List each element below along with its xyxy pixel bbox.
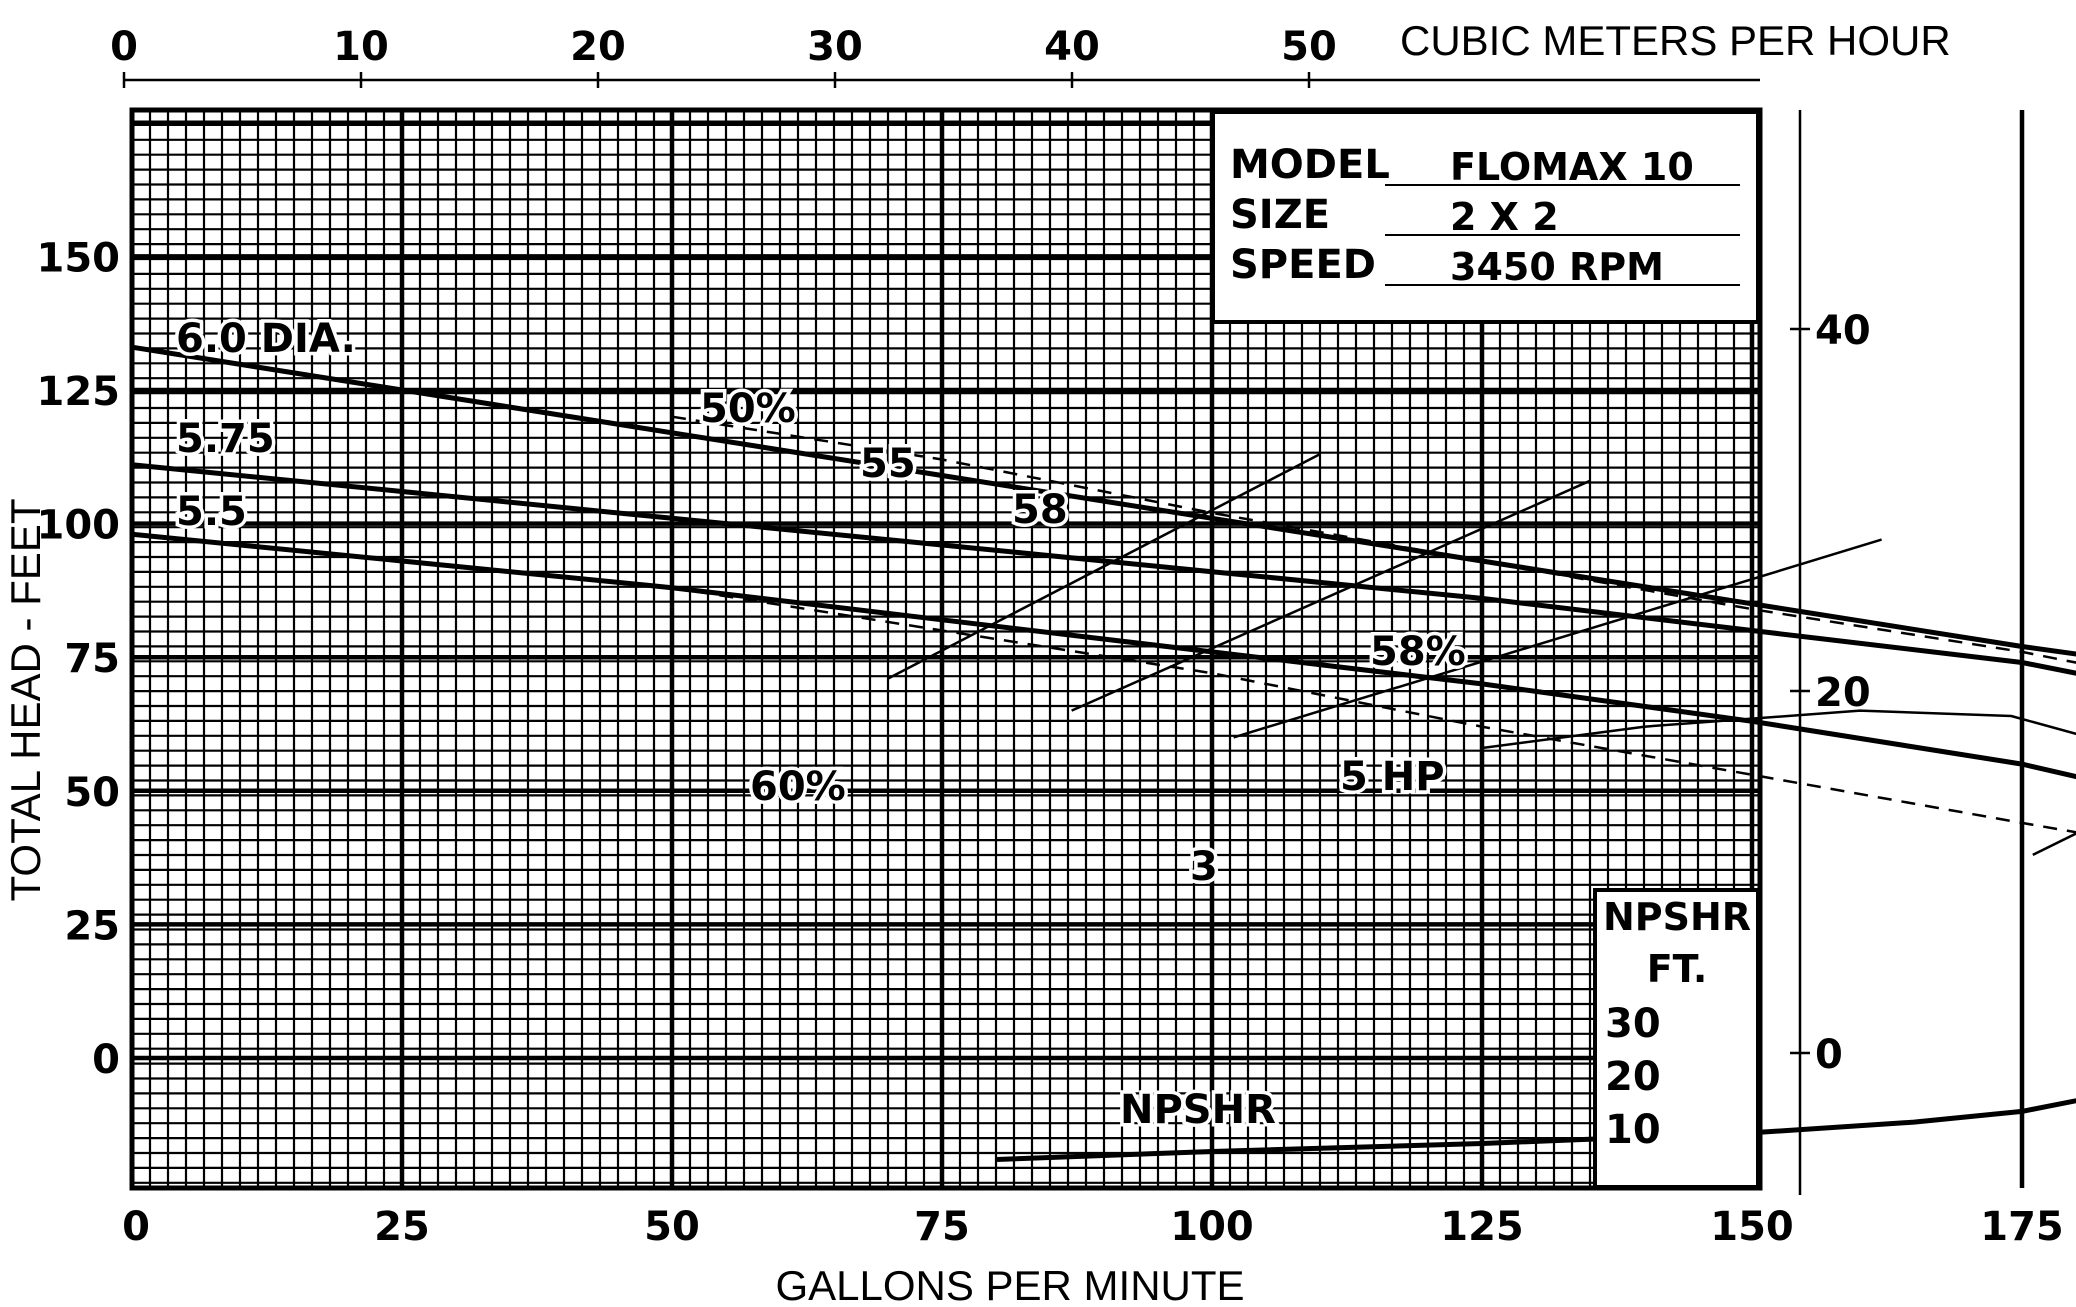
left-axis-tick-label: 50	[64, 770, 120, 816]
top-axis-tick-label: 30	[807, 24, 863, 70]
top-axis-title: CUBIC METERS PER HOUR	[1400, 17, 1951, 64]
series-line	[995, 1098, 2076, 1162]
efficiency-line	[1071, 479, 1591, 712]
plot-frame	[129, 107, 1763, 1191]
right-axis-tick-label: 0	[1815, 1032, 1843, 1078]
left-axis-tick-label: 100	[37, 503, 121, 549]
plot-border	[129, 107, 1763, 1191]
top-axis-tick-label: 20	[570, 24, 626, 70]
top-axis-tick-label: 50	[1281, 24, 1337, 70]
efficiency-line	[887, 452, 1321, 680]
annotation-label: NPSHR	[1120, 1087, 1276, 1133]
grid	[129, 108, 2025, 1188]
bottom-axis-tick-label: 150	[1710, 1204, 1794, 1250]
info-boxes: MODEL FLOMAX 10 SIZE 2 X 2 SPEED 3450 RPM NPSH…	[1211, 110, 1760, 1189]
bottom-axis-tick-label: 75	[914, 1204, 970, 1250]
info-box-key: SPEED	[1230, 242, 1376, 288]
annotation-label: 5.75	[176, 416, 275, 462]
series-line	[131, 462, 2076, 676]
info-box-key: MODEL	[1230, 142, 1390, 188]
left-axis-tick-label: 0	[92, 1037, 120, 1083]
annotation-label: 6.0 DIA.	[176, 316, 356, 362]
left-axis-title: TOTAL HEAD - FEET	[2, 499, 49, 902]
info-box	[1211, 110, 1760, 324]
series	[131, 344, 2076, 1162]
series-line	[131, 344, 2076, 657]
npshr-box	[1593, 888, 1760, 1189]
top-axis-tick-label: 10	[333, 24, 389, 70]
bottom-axis-tick-label: 50	[644, 1204, 700, 1250]
right-axis-tick-label: 40	[1815, 308, 1871, 354]
bottom-axis-tick-label: 125	[1440, 1204, 1524, 1250]
npshr-box-title: NPSHR	[1603, 895, 1751, 939]
npshr-box-tick: 30	[1605, 1001, 1661, 1047]
annotation-label: 50%	[700, 386, 796, 432]
info-box-value: FLOMAX 10	[1450, 145, 1694, 189]
info-box-key: SIZE	[1230, 192, 1330, 238]
left-axis-tick-label: 75	[64, 636, 120, 682]
top-axis-tick-label: 0	[110, 24, 138, 70]
annotation-label: 58	[1012, 487, 1068, 533]
top-axis-tick-label: 40	[1044, 24, 1100, 70]
bottom-axis-title: GALLONS PER MINUTE	[775, 1262, 1244, 1307]
left-axis-tick-label: 125	[37, 369, 121, 415]
annotations: 6.0 DIA. 5.75 5.5 50% 55 58 58% 60% 5 HP 3 NPSHR	[173, 313, 1470, 1137]
series-line	[131, 531, 2076, 780]
left-axis-tick-label: 25	[64, 903, 120, 949]
npshr-box-tick: 10	[1605, 1107, 1661, 1153]
annotation-label: 58%	[1370, 629, 1466, 675]
npshr-box-unit: FT.	[1647, 947, 1708, 991]
series-line	[671, 415, 2076, 664]
bottom-axis-tick-label: 0	[122, 1204, 150, 1250]
annotation-label: 5 HP	[1340, 754, 1445, 800]
annotation-label: 3	[1190, 844, 1218, 890]
series-line	[671, 586, 2076, 834]
info-box-value: 2 X 2	[1450, 195, 1559, 239]
bottom-axis-tick-label: 100	[1170, 1204, 1254, 1250]
right-axis-tick-label: 20	[1815, 670, 1871, 716]
annotation-label: 5.5	[176, 489, 247, 535]
efficiency-line	[1233, 538, 1882, 739]
bottom-axis-tick-label: 25	[374, 1204, 430, 1250]
annotation-label: 60%	[750, 764, 846, 810]
npshr-box-tick: 20	[1605, 1054, 1661, 1100]
bottom-axis-tick-label: 175	[1980, 1204, 2064, 1250]
left-axis-tick-label: 150	[37, 235, 121, 281]
annotation-label: 55	[860, 441, 916, 487]
info-box-value: 3450 RPM	[1450, 245, 1664, 289]
efficiency-island-line	[1481, 709, 2076, 857]
